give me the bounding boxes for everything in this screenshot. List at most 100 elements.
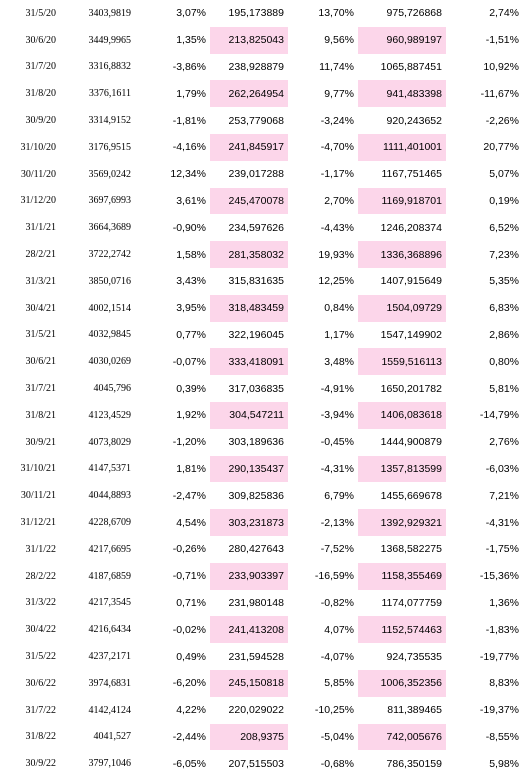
value-a-change-cell: 1,17% — [324, 328, 354, 341]
date-cell: 31/7/21 — [25, 383, 56, 395]
index-change-cell: -0,71% — [172, 570, 206, 583]
table-row: 31/7/21 4045,796 0,39% 317,036835 -4,91% 1650… — [0, 375, 523, 402]
value-a-cell: 245,470078 — [210, 187, 288, 215]
value-a-change-cell: -0,45% — [320, 436, 354, 449]
table-row: 30/9/22 3797,1046 -6,05% 207,515503 -0,68% 78… — [0, 750, 523, 777]
value-a-cell: 245,150818 — [210, 669, 288, 697]
index-value-cell: 3376,1611 — [88, 88, 131, 100]
index-change-cell: 3,43% — [176, 275, 206, 288]
date-cell: 30/4/22 — [25, 624, 56, 636]
value-b-cell: 1650,201782 — [380, 382, 442, 395]
date-cell: 31/12/21 — [20, 517, 56, 529]
value-b-change-cell: 2,74% — [489, 7, 519, 20]
value-b-change-cell: 2,86% — [489, 328, 519, 341]
table-row: 31/8/22 4041,527 -2,44% 208,9375 -5,04% 742,0… — [0, 723, 523, 751]
value-a-cell: 208,9375 — [210, 723, 288, 751]
table-row: 31/3/22 4217,3545 0,71% 231,980148 -0,82% 117… — [0, 590, 523, 617]
value-b-cell: 1111,401001 — [358, 133, 446, 161]
value-a-change-cell: -3,94% — [320, 409, 354, 422]
date-cell: 31/3/21 — [25, 275, 56, 287]
value-a-change-cell: -0,82% — [320, 596, 354, 609]
index-value-cell: 3449,9965 — [88, 34, 132, 46]
index-change-cell: 0,77% — [176, 328, 206, 341]
value-a-cell: 207,515503 — [228, 757, 284, 770]
value-b-cell: 1392,929321 — [358, 509, 446, 536]
value-b-change-cell: 6,52% — [489, 221, 519, 234]
table-row: 30/6/20 3449,9965 1,35% 213,825043 9,56% 960,… — [0, 26, 523, 54]
index-change-cell: 0,39% — [176, 382, 206, 395]
index-value-cell: 4217,6695 — [88, 543, 132, 555]
value-a-cell: 231,594528 — [228, 650, 284, 663]
value-b-change-cell: 1,36% — [489, 596, 519, 609]
table-row: 30/11/20 3569,0242 12,34% 239,017288 -1,17% 1… — [0, 161, 523, 188]
index-value-cell: 4123,4529 — [88, 409, 132, 421]
index-change-cell: -0,02% — [172, 623, 206, 636]
index-change-cell: 3,95% — [176, 302, 206, 315]
index-value-cell: 4045,796 — [93, 383, 132, 395]
value-b-cell: 920,243652 — [386, 114, 442, 127]
index-change-cell: 3,07% — [176, 7, 206, 20]
date-cell: 30/9/21 — [25, 436, 56, 448]
value-b-change-cell: -1,75% — [485, 543, 519, 556]
value-b-change-cell: -4,31% — [485, 516, 519, 529]
value-b-change-cell: 5,98% — [489, 757, 519, 770]
value-a-cell: 238,928879 — [228, 60, 284, 73]
value-a-cell: 281,358032 — [210, 241, 288, 268]
value-a-change-cell: 5,85% — [324, 677, 354, 690]
value-a-change-cell: -2,13% — [320, 516, 354, 529]
value-a-change-cell: 11,74% — [319, 60, 354, 73]
value-a-change-cell: -16,59% — [314, 570, 354, 583]
index-change-cell: -0,26% — [172, 543, 206, 556]
value-b-cell: 786,350159 — [386, 757, 442, 770]
value-a-change-cell: -7,52% — [320, 543, 354, 556]
index-value-cell: 3664,3689 — [88, 222, 132, 234]
index-change-cell: -3,86% — [172, 60, 206, 73]
table-row: 31/5/22 4237,2171 0,49% 231,594528 -4,07% 924… — [0, 643, 523, 670]
value-a-change-cell: 6,79% — [324, 489, 354, 502]
index-change-cell: -0,07% — [172, 355, 206, 368]
value-b-change-cell: 10,92% — [483, 60, 519, 73]
value-a-cell: 318,483459 — [210, 294, 288, 322]
value-a-cell: 241,413208 — [210, 616, 288, 644]
value-a-cell: 303,189636 — [228, 436, 284, 449]
value-a-change-cell: -1,17% — [320, 168, 354, 181]
value-b-change-cell: 7,21% — [489, 489, 519, 502]
index-change-cell: 4,54% — [176, 516, 206, 529]
value-a-cell: 213,825043 — [210, 26, 288, 54]
value-b-cell: 1504,09729 — [358, 294, 446, 322]
value-b-change-cell: 20,77% — [483, 141, 519, 154]
index-value-cell: 4142,4124 — [88, 704, 132, 716]
value-b-cell: 1336,368896 — [358, 241, 446, 268]
value-b-cell: 975,726868 — [386, 7, 442, 20]
index-value-cell: 4041,527 — [93, 731, 132, 743]
date-cell: 31/5/22 — [25, 651, 56, 663]
index-change-cell: 0,49% — [176, 650, 206, 663]
table-row: 30/9/21 4073,8029 -1,20% 303,189636 -0,45% 14… — [0, 429, 523, 456]
index-value-cell: 4228,6709 — [88, 517, 132, 529]
value-b-cell: 1169,918701 — [358, 187, 446, 215]
index-change-cell: 3,61% — [176, 194, 206, 207]
table-row: 30/11/21 4044,8893 -2,47% 309,825836 6,79% 14… — [0, 482, 523, 509]
value-b-cell: 1246,208374 — [380, 221, 442, 234]
index-change-cell: -6,05% — [172, 757, 206, 770]
table-row: 31/1/21 3664,3689 -0,90% 234,597626 -4,43% 12… — [0, 214, 523, 241]
value-a-cell: 195,173889 — [228, 7, 284, 20]
value-b-cell: 1547,149902 — [380, 328, 442, 341]
index-change-cell: 4,22% — [176, 704, 206, 717]
value-a-change-cell: -4,70% — [320, 141, 354, 154]
date-cell: 31/10/21 — [20, 463, 56, 475]
value-a-change-cell: 9,77% — [324, 87, 354, 100]
value-b-change-cell: -19,77% — [479, 650, 519, 663]
value-a-cell: 234,597626 — [228, 221, 284, 234]
index-value-cell: 3850,0716 — [88, 275, 132, 287]
value-a-cell: 241,845917 — [210, 133, 288, 161]
index-value-cell: 4187,6859 — [88, 570, 132, 582]
value-a-cell: 220,029022 — [228, 704, 284, 717]
table-row: 31/12/20 3697,6993 3,61% 245,470078 2,70% 116… — [0, 187, 523, 215]
value-a-cell: 309,825836 — [228, 489, 284, 502]
table-row: 31/8/20 3376,1611 1,79% 262,264954 9,77% 941,… — [0, 80, 523, 108]
index-change-cell: -6,20% — [172, 677, 206, 690]
index-change-cell: -2,44% — [172, 730, 206, 743]
value-a-cell: 315,831635 — [228, 275, 284, 288]
